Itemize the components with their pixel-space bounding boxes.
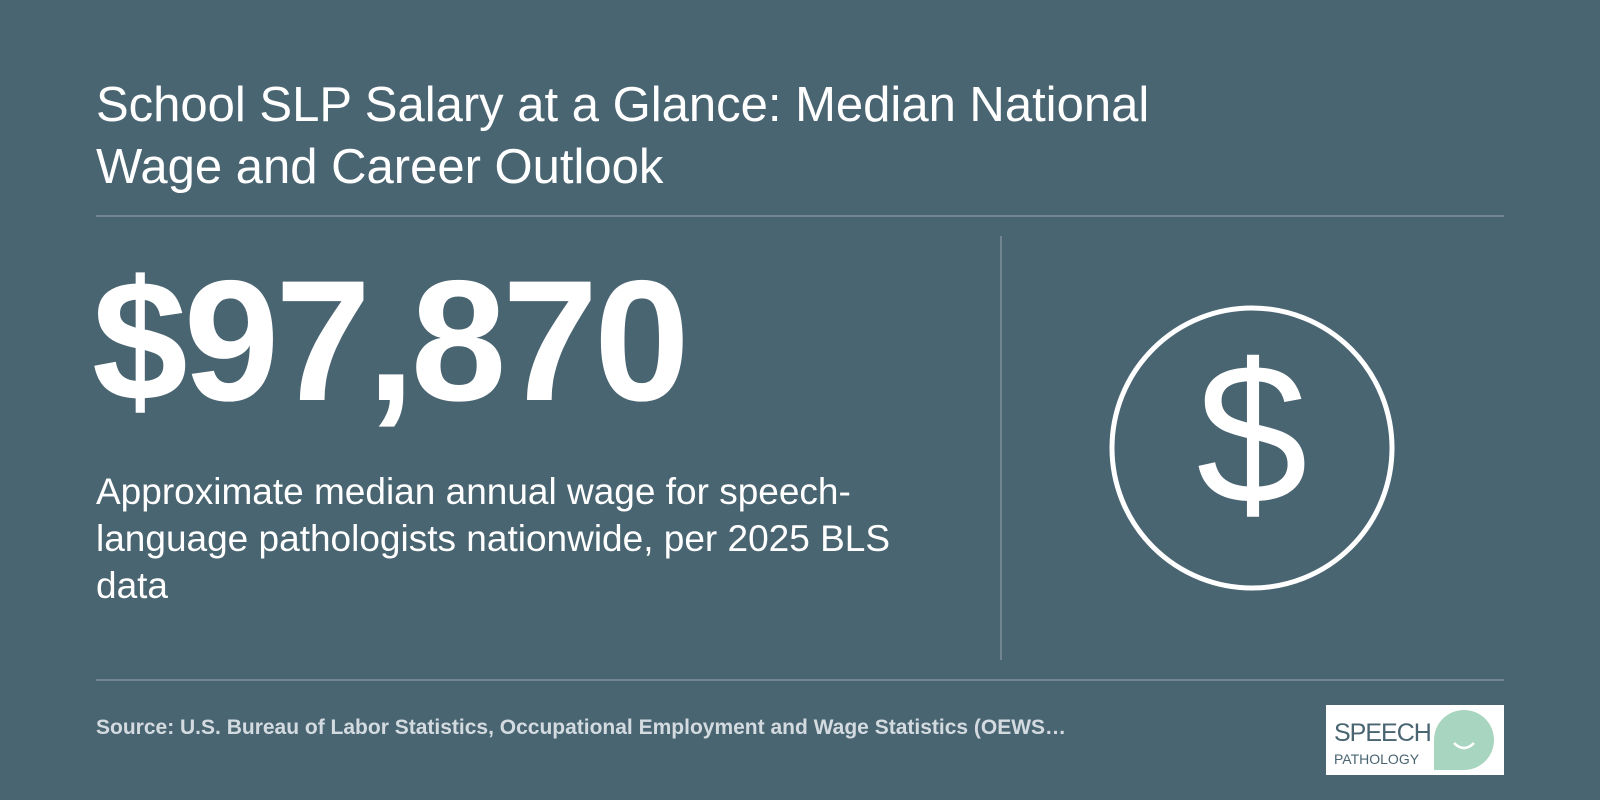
logo-text: PATHOLOGY xyxy=(1334,751,1420,767)
title: School SLP Salary at a Glance: Median Na… xyxy=(96,78,1150,194)
logo-graphic: SPEECH PATHOLOGY xyxy=(1334,710,1494,770)
icon-symbol: $ xyxy=(1196,323,1307,546)
divider xyxy=(96,679,1504,681)
logo-text: SPEECH xyxy=(1334,719,1431,747)
icon-circle xyxy=(1109,305,1395,591)
stat-value: $97,870 xyxy=(92,245,690,437)
stat-description: Approximate median annual wage for speec… xyxy=(96,471,891,606)
logo-smile xyxy=(1453,742,1475,750)
logo-corner xyxy=(1434,740,1464,770)
logo: SPEECH PATHOLOGY xyxy=(1326,705,1504,775)
source: Source: U.S. Bureau of Labor Statistics,… xyxy=(96,716,1067,739)
divider xyxy=(1000,236,1002,660)
dollar-icon: $ xyxy=(1109,305,1395,591)
divider xyxy=(96,215,1504,217)
